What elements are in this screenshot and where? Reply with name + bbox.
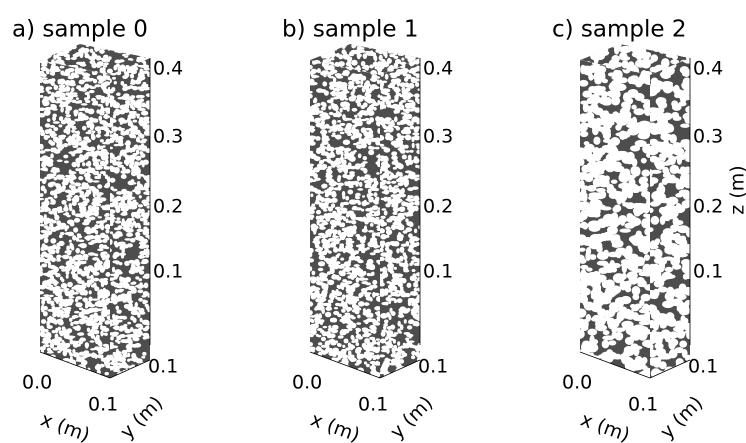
x-tick-label: 0.0 xyxy=(292,372,322,394)
y-axis-label: y (m) xyxy=(116,392,167,443)
x-axis-label: x (m) xyxy=(308,409,363,443)
z-tick-label: 0.2 xyxy=(423,196,453,218)
panel-title: c) sample 2 xyxy=(552,17,687,43)
y-tick-label: 0.1 xyxy=(148,356,178,378)
sample-face xyxy=(575,56,656,383)
z-tick-label: 0.3 xyxy=(153,126,183,148)
panel: a) sample 00.40.30.20.10.00.10.1x (m)y (… xyxy=(12,17,183,443)
panel: b) sample 10.40.30.20.10.00.10.1x (m)y (… xyxy=(282,17,453,443)
z-tick-label: 0.3 xyxy=(693,126,723,148)
sample-face xyxy=(37,58,114,380)
z-tick-label: 0.4 xyxy=(153,58,183,80)
panel-title: a) sample 0 xyxy=(12,17,148,43)
sample-face xyxy=(644,54,695,378)
z-tick-label: 0.3 xyxy=(423,126,453,148)
sample-face xyxy=(107,56,153,380)
y-axis-label: y (m) xyxy=(656,392,707,443)
x-axis-label: x (m) xyxy=(578,409,633,443)
x-axis-label: x (m) xyxy=(38,409,93,443)
y-tick-label: 0.1 xyxy=(688,356,718,378)
z-tick-label: 0.2 xyxy=(693,196,723,218)
z-tick-label: 0.4 xyxy=(423,58,453,80)
panel-title: b) sample 1 xyxy=(282,17,418,43)
panel: c) sample 20.40.30.20.10.00.10.1x (m)y (… xyxy=(552,17,746,443)
z-tick-label: 0.1 xyxy=(423,261,453,283)
x-tick-label: 0.1 xyxy=(628,394,658,416)
z-tick-label: 0.4 xyxy=(693,58,723,80)
z-tick-label: 0.2 xyxy=(153,196,183,218)
x-tick-label: 0.1 xyxy=(88,394,118,416)
sample-face xyxy=(307,58,383,379)
sample-face xyxy=(377,56,424,380)
x-tick-label: 0.0 xyxy=(22,372,52,394)
y-tick-label: 0.1 xyxy=(418,356,448,378)
z-axis-label: z (m) xyxy=(727,165,746,214)
x-tick-label: 0.0 xyxy=(562,372,592,394)
x-tick-label: 0.1 xyxy=(358,394,388,416)
z-tick-label: 0.1 xyxy=(153,261,183,283)
z-tick-label: 0.1 xyxy=(693,261,723,283)
y-axis-label: y (m) xyxy=(386,392,437,443)
